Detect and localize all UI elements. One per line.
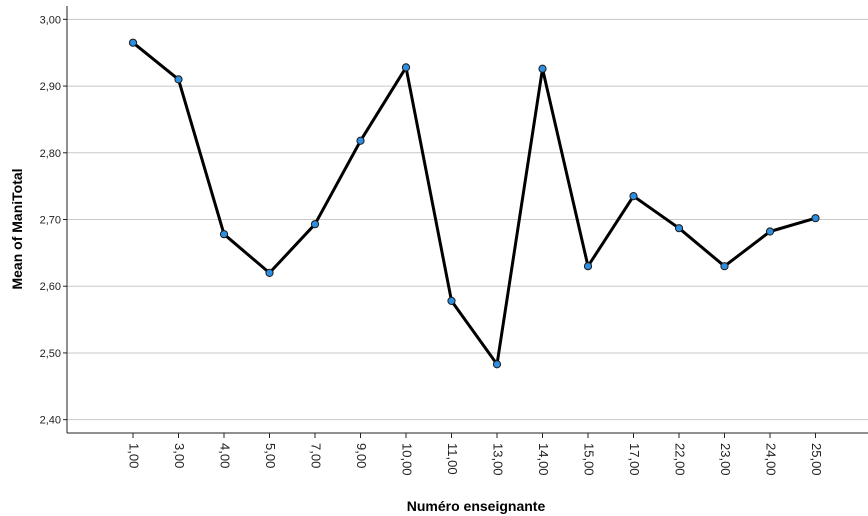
- x-tick-label: 14,00: [536, 443, 551, 476]
- data-point[interactable]: [629, 192, 638, 201]
- x-axis-ticks: 1,00 3,00 4,00 5,00 7,00 9,00 10,00 11,00 13,00 1…: [127, 433, 824, 476]
- y-tick-label: 2,60: [40, 281, 61, 293]
- x-axis-title: Numéro enseignante: [407, 498, 546, 514]
- x-tick-label: 22,00: [673, 443, 688, 476]
- grid-lines: [67, 18, 868, 421]
- y-tick-label: 2,50: [40, 348, 61, 360]
- y-tick-label: 2,80: [40, 148, 61, 160]
- x-tick-label: 4,00: [218, 443, 233, 468]
- y-tick-label: 2,70: [40, 215, 61, 227]
- data-point[interactable]: [720, 262, 729, 271]
- x-tick-label: 9,00: [354, 443, 369, 468]
- x-tick-label: 1,00: [127, 443, 142, 468]
- x-tick-label: 5,00: [263, 443, 278, 468]
- x-tick-label: 3,00: [172, 443, 187, 468]
- y-tick-label: 2,40: [40, 415, 61, 427]
- data-point[interactable]: [265, 268, 274, 277]
- y-tick-label: 3,00: [40, 14, 61, 26]
- data-point[interactable]: [538, 64, 547, 73]
- data-point[interactable]: [765, 227, 775, 236]
- x-tick-label: 13,00: [491, 443, 506, 476]
- data-point[interactable]: [492, 360, 502, 369]
- data-point[interactable]: [401, 63, 411, 72]
- data-point[interactable]: [811, 214, 820, 223]
- x-tick-label: 24,00: [764, 443, 779, 476]
- x-tick-label: 11,00: [445, 443, 460, 475]
- y-axis-ticks: 2,40 2,50 2,60 2,70 2,80 2,90 3,00: [40, 14, 67, 427]
- series-line: [131, 41, 817, 366]
- series-markers: [128, 38, 820, 369]
- data-point[interactable]: [174, 75, 183, 84]
- data-point[interactable]: [219, 230, 229, 239]
- y-axis-title: Mean of ManiTotal: [9, 168, 25, 289]
- x-tick-label: 7,00: [309, 443, 324, 468]
- series-line-layer: [131, 41, 817, 366]
- x-tick-label: 15,00: [582, 443, 597, 476]
- x-tick-label: 23,00: [718, 443, 733, 476]
- data-point[interactable]: [674, 224, 684, 233]
- data-point[interactable]: [583, 262, 593, 271]
- data-point[interactable]: [447, 296, 456, 305]
- x-tick-label: 10,00: [400, 443, 415, 476]
- data-point[interactable]: [128, 38, 138, 47]
- x-tick-label: 17,00: [627, 443, 642, 476]
- data-point[interactable]: [310, 220, 320, 229]
- data-point[interactable]: [356, 136, 365, 145]
- x-tick-label: 25,00: [809, 443, 824, 476]
- y-tick-label: 2,90: [40, 81, 61, 93]
